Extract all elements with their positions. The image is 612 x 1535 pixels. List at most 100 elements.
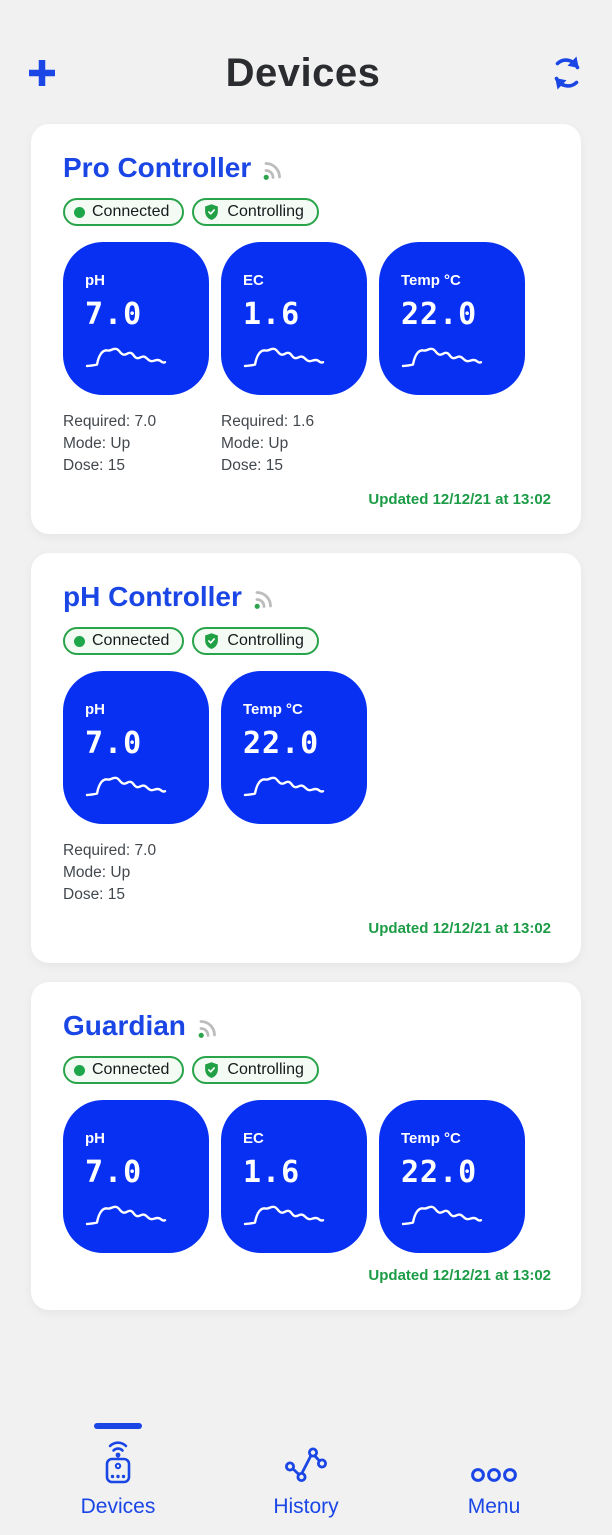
device-name: pH Controller bbox=[63, 581, 242, 612]
refresh-button[interactable] bbox=[542, 48, 592, 98]
nav-item-menu[interactable]: Menu bbox=[400, 1423, 588, 1519]
signal-icon bbox=[196, 1016, 220, 1040]
device-name: Guardian bbox=[63, 1010, 186, 1041]
sync-icon bbox=[554, 56, 580, 90]
metric-sparkline bbox=[401, 340, 525, 377]
status-badge: Connected bbox=[63, 627, 185, 655]
last-updated: Updated 12/12/21 at 13:02 bbox=[368, 491, 551, 508]
dosing-info: Required: 7.0 Mode: Up Dose: 15 bbox=[63, 840, 551, 906]
last-updated: Updated 12/12/21 at 13:02 bbox=[368, 920, 551, 937]
metric-label: pH bbox=[85, 272, 105, 289]
metric-sparkline bbox=[243, 769, 367, 806]
signal-icon bbox=[252, 587, 276, 611]
status-badges: Connected Controlling bbox=[63, 1056, 551, 1084]
metric-sparkline bbox=[243, 1198, 367, 1235]
sparkline-icon bbox=[243, 1205, 325, 1226]
menu-icon bbox=[469, 1464, 519, 1486]
metric-value: 7.0 bbox=[85, 1155, 143, 1190]
status-badge: Controlling bbox=[192, 1056, 319, 1084]
nav-label-history: History bbox=[273, 1495, 339, 1518]
dosing-info-line: Required: 1.6 bbox=[221, 413, 315, 430]
device-icon bbox=[95, 1438, 141, 1486]
metric-tile[interactable]: pH 7.0 bbox=[63, 671, 209, 824]
shield-check-icon bbox=[205, 633, 219, 650]
sparkline-icon bbox=[401, 1205, 483, 1226]
dosing-info: Required: 7.0 Mode: Up Dose: 15 Required: 1… bbox=[63, 411, 551, 477]
metric-tile[interactable]: pH 7.0 bbox=[63, 242, 209, 395]
sparkline-icon bbox=[85, 347, 167, 368]
status-badge: Connected bbox=[63, 1056, 185, 1084]
history-icon bbox=[283, 1446, 329, 1486]
header: Devices bbox=[0, 0, 612, 98]
dosing-info-column: Required: 7.0 Mode: Up Dose: 15 bbox=[63, 840, 209, 906]
dosing-info-column: Required: 1.6 Mode: Up Dose: 15 bbox=[221, 411, 367, 477]
metric-value: 22.0 bbox=[401, 1155, 478, 1190]
shield-check-icon bbox=[205, 1062, 219, 1079]
shield-check-icon bbox=[205, 204, 219, 221]
metric-sparkline bbox=[85, 769, 209, 806]
metric-value: 1.6 bbox=[243, 297, 301, 332]
signal-icon bbox=[261, 158, 285, 182]
badge-label: Controlling bbox=[227, 632, 304, 649]
nav-label-menu: Menu bbox=[467, 1495, 521, 1518]
dosing-info-line: Mode: Up bbox=[63, 435, 131, 452]
device-card-header: Guardian bbox=[63, 1010, 551, 1042]
metric-tiles: pH 7.0 EC 1.6 Temp °C 22.0 bbox=[63, 242, 551, 395]
plus-icon bbox=[29, 60, 55, 86]
status-badge: Connected bbox=[63, 198, 185, 226]
metric-label: pH bbox=[85, 701, 105, 718]
metric-sparkline bbox=[85, 1198, 209, 1235]
metric-tile[interactable]: EC 1.6 bbox=[221, 242, 367, 395]
sparkline-icon bbox=[85, 776, 167, 797]
device-card[interactable]: pH Controller Connected Controlling pH 7.0… bbox=[31, 553, 581, 963]
dosing-info-line: Mode: Up bbox=[63, 864, 131, 881]
badge-label: Controlling bbox=[227, 203, 304, 220]
badge-label: Connected bbox=[92, 203, 170, 220]
device-card-header: pH Controller bbox=[63, 581, 551, 613]
metric-value: 22.0 bbox=[243, 726, 320, 761]
device-card[interactable]: Pro Controller Connected Controlling pH 7.… bbox=[31, 124, 581, 534]
status-badges: Connected Controlling bbox=[63, 627, 551, 655]
sparkline-icon bbox=[85, 1205, 167, 1226]
metric-tiles: pH 7.0 Temp °C 22.0 bbox=[63, 671, 551, 824]
add-device-button[interactable] bbox=[20, 51, 64, 95]
device-card-header: Pro Controller bbox=[63, 152, 551, 184]
metric-sparkline bbox=[401, 1198, 525, 1235]
dosing-info-line: Required: 7.0 bbox=[63, 842, 157, 859]
metric-label: EC bbox=[243, 272, 264, 289]
metric-label: pH bbox=[85, 1130, 105, 1147]
metric-tile[interactable]: Temp °C 22.0 bbox=[379, 242, 525, 395]
last-updated: Updated 12/12/21 at 13:02 bbox=[368, 1267, 551, 1284]
connected-dot-icon bbox=[74, 206, 85, 218]
status-badges: Connected Controlling bbox=[63, 198, 551, 226]
connected-dot-icon bbox=[74, 1064, 85, 1076]
dosing-info-line: Mode: Up bbox=[221, 435, 289, 452]
metric-tile[interactable]: EC 1.6 bbox=[221, 1100, 367, 1253]
metric-sparkline bbox=[243, 340, 367, 377]
device-list: Pro Controller Connected Controlling pH 7.… bbox=[0, 98, 612, 1310]
metric-sparkline bbox=[85, 340, 209, 377]
metric-label: EC bbox=[243, 1130, 264, 1147]
connected-dot-icon bbox=[74, 635, 85, 647]
metric-label: Temp °C bbox=[243, 701, 303, 718]
badge-label: Controlling bbox=[227, 1061, 304, 1078]
metric-value: 7.0 bbox=[85, 726, 143, 761]
sparkline-icon bbox=[401, 347, 483, 368]
nav-item-history[interactable]: History bbox=[212, 1423, 400, 1519]
metric-value: 7.0 bbox=[85, 297, 143, 332]
metric-label: Temp °C bbox=[401, 1130, 461, 1147]
metric-tiles: pH 7.0 EC 1.6 Temp °C 22.0 bbox=[63, 1100, 551, 1253]
nav-item-devices[interactable]: Devices bbox=[24, 1423, 212, 1519]
metric-tile[interactable]: Temp °C 22.0 bbox=[379, 1100, 525, 1253]
nav-label-devices: Devices bbox=[80, 1495, 156, 1518]
dosing-info-column: Required: 7.0 Mode: Up Dose: 15 bbox=[63, 411, 209, 477]
bottom-nav: Devices History bbox=[0, 1423, 612, 1535]
active-tab-indicator bbox=[94, 1423, 142, 1429]
metric-tile[interactable]: pH 7.0 bbox=[63, 1100, 209, 1253]
metric-label: Temp °C bbox=[401, 272, 461, 289]
page-title: Devices bbox=[225, 50, 381, 95]
device-card[interactable]: Guardian Connected Controlling pH 7.0 EC 1.6… bbox=[31, 982, 581, 1310]
dosing-info-line: Required: 7.0 bbox=[63, 413, 157, 430]
metric-tile[interactable]: Temp °C 22.0 bbox=[221, 671, 367, 824]
